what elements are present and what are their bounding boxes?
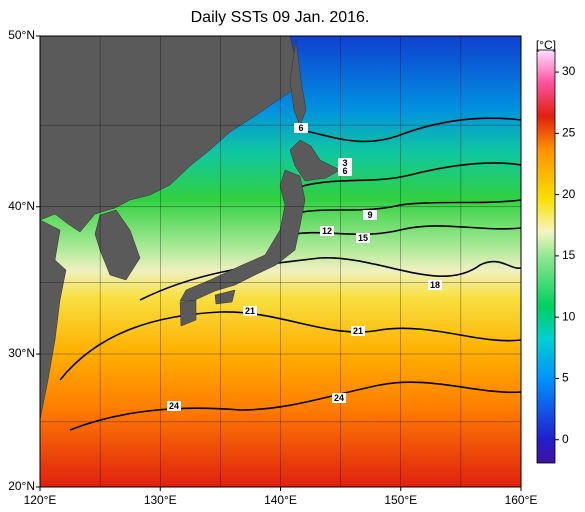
lon-tick-label: 130°E [144,493,177,507]
map-title: Daily SSTs 09 Jan. 2016. [191,9,370,26]
contour-label-box [167,401,181,411]
contour-label: 6 [298,123,303,133]
lat-tick-label: 30°N [8,346,35,360]
lon-tick-label: 160°E [505,493,538,507]
contour-label-box [363,210,377,220]
land [40,36,341,421]
lat-tick-label: 40°N [8,199,35,213]
contour-label-box [294,123,308,133]
contour-label: 24 [169,401,179,411]
contour-label: 6 [342,166,347,176]
colorbar-tick-label: 25 [562,126,576,140]
contour-label-box [338,158,352,168]
lat-tick-label: 50°N [8,28,35,42]
lon-tick-label: 120°E [24,493,57,507]
contour-label: 12 [322,226,332,236]
contour-label-box [338,166,352,176]
contour-label: 9 [367,210,372,220]
colorbar-tick-label: 0 [562,432,569,446]
colorbar [536,49,556,464]
contour-label: 21 [245,306,255,316]
colorbar-tick-label: 5 [562,371,569,385]
contour-label: 24 [334,393,344,403]
contour-label-box [320,226,334,236]
contour-label-box [332,393,346,403]
map-area [40,36,521,487]
contour-label: 3 [342,158,347,168]
colorbar-tick-label: 20 [562,187,576,201]
contour-label-box [356,233,370,243]
colorbar-unit: [°C] [536,38,556,52]
colorbar-tick-label: 15 [562,248,576,262]
contour-label-box [428,280,442,290]
contour-label: 18 [430,280,440,290]
lon-tick-label: 140°E [264,493,297,507]
contour-label: 15 [358,233,368,243]
contour-label: 21 [353,326,363,336]
lon-tick-label: 150°E [384,493,417,507]
lat-tick-label: 20°N [8,479,35,493]
contour-label-box [351,326,365,336]
colorbar-tick-label: 10 [562,309,576,323]
contour-label-box [243,306,257,316]
colorbar-tick-label: 30 [562,64,576,78]
